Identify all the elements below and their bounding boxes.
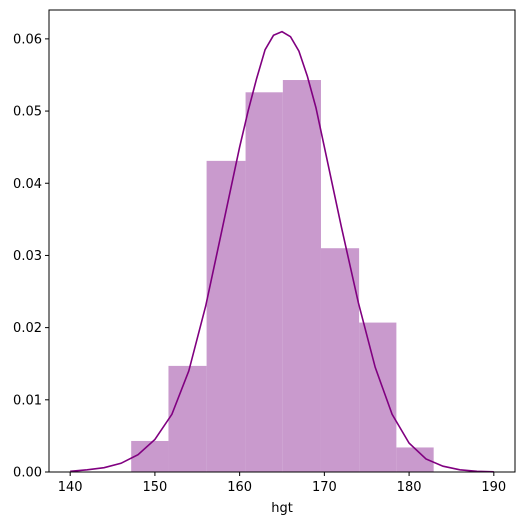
histogram-bar-3	[245, 92, 283, 472]
y-axis-ticks: 0.00 0.01 0.02 0.03 0.04 0.05 0.06	[13, 32, 49, 481]
histogram-bar-4	[282, 80, 321, 472]
x-tick-label: 140	[58, 480, 83, 495]
y-tick-label: 0.01	[13, 393, 42, 408]
y-tick-label: 0.06	[13, 32, 42, 47]
y-tick-label: 0.04	[13, 177, 42, 192]
plot-frame	[48, 9, 516, 473]
x-axis-ticks: 140 150 160 170 180 190	[58, 472, 506, 495]
y-tick-label: 0.05	[13, 105, 42, 120]
y-tick-label: 0.02	[13, 321, 42, 336]
histogram-bars	[131, 80, 434, 472]
x-tick-label: 190	[481, 480, 506, 495]
x-tick-label: 150	[142, 480, 167, 495]
x-tick-label: 160	[227, 480, 252, 495]
x-tick-label: 170	[312, 480, 337, 495]
histogram-bar-0	[131, 440, 169, 472]
y-tick-label: 0.00	[13, 466, 42, 481]
histogram-bar-5	[320, 248, 360, 472]
x-axis-label: hgt	[271, 501, 293, 516]
histogram-bar-1	[168, 365, 207, 472]
y-tick-label: 0.03	[13, 249, 42, 264]
density-curve	[70, 30, 494, 473]
histogram-bar-6	[359, 322, 397, 472]
x-tick-label: 180	[397, 480, 422, 495]
